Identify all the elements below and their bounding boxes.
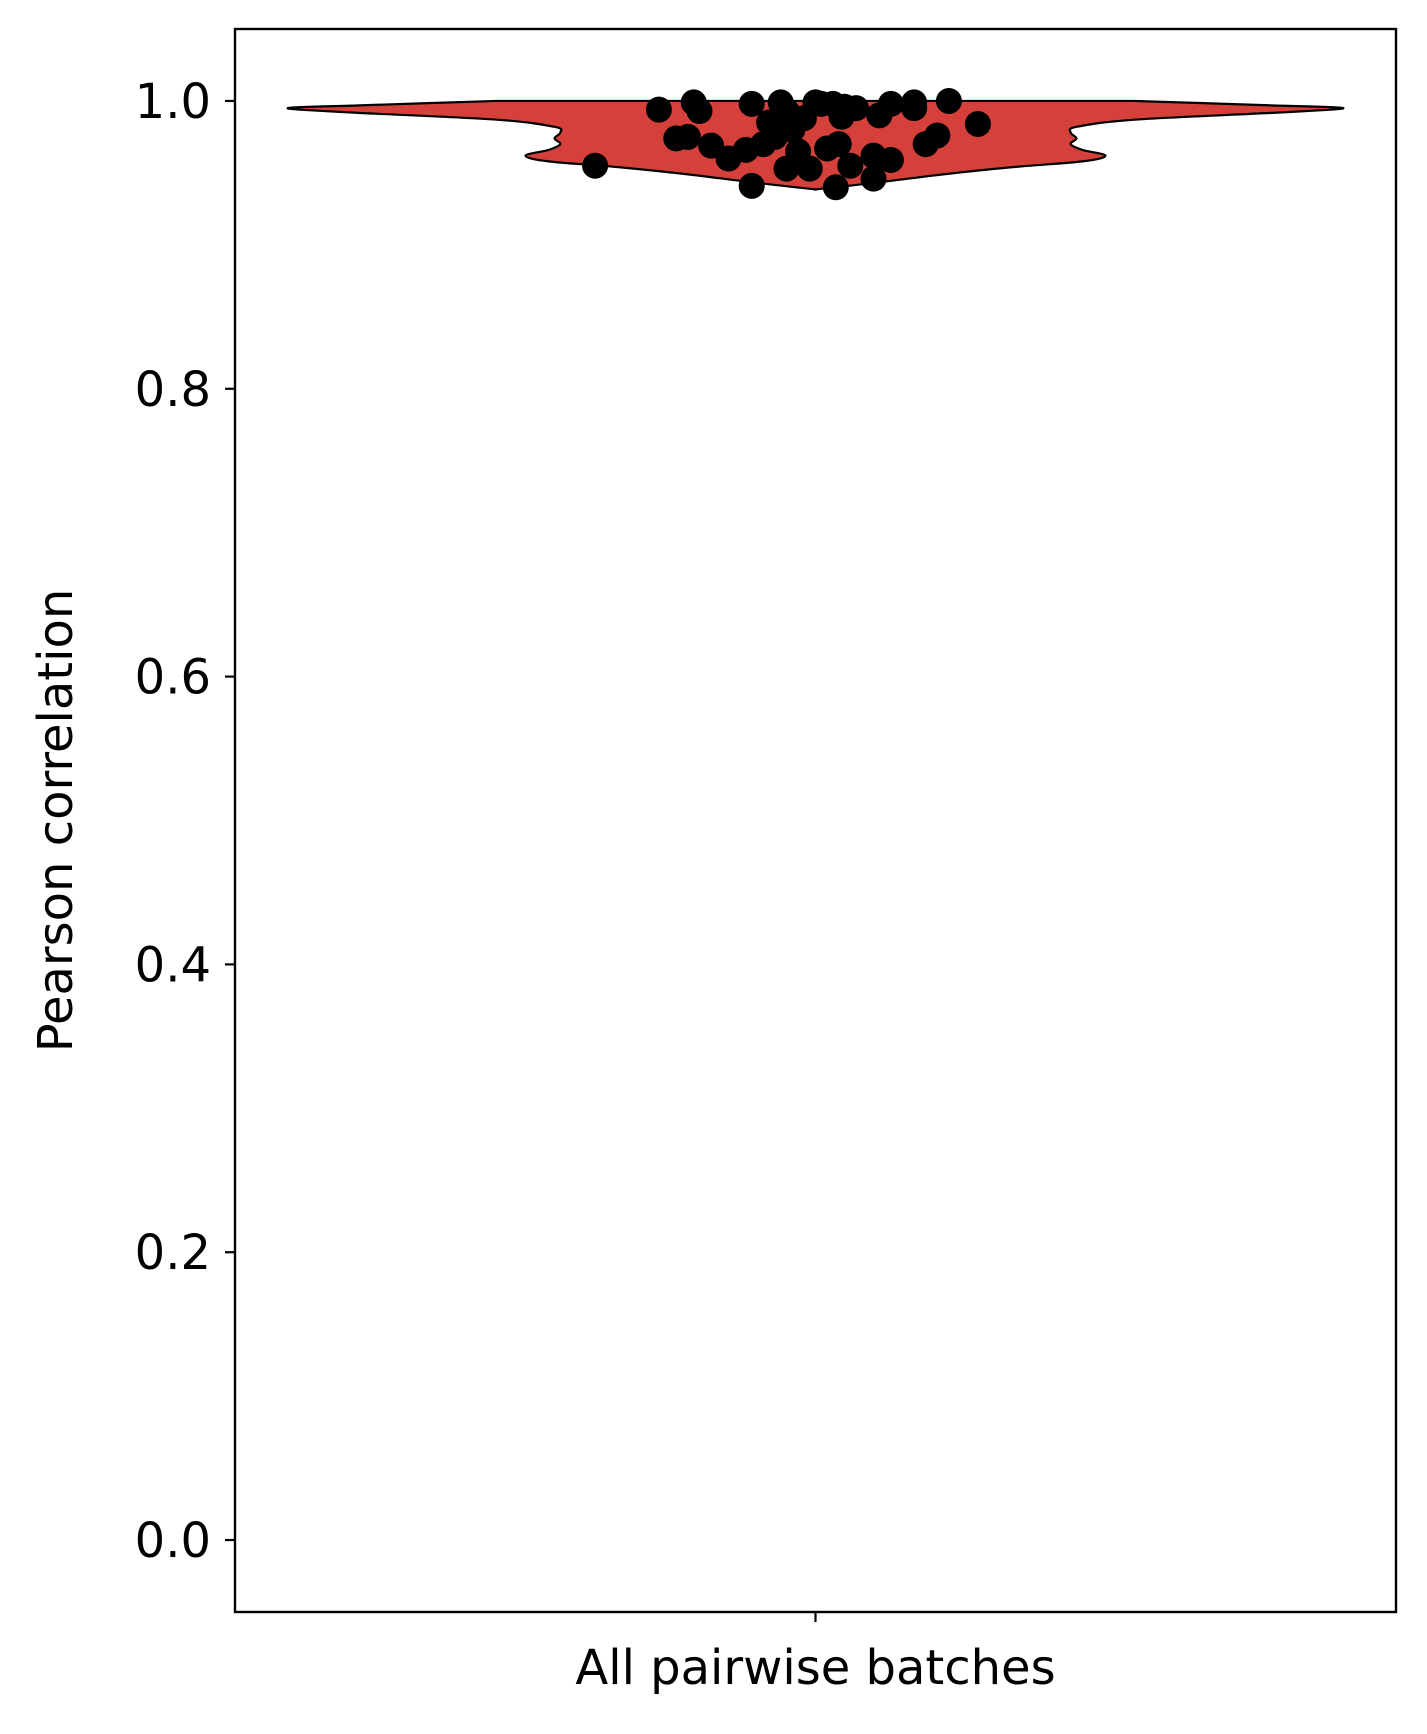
y-axis-label: Pearson correlation [28,589,84,1053]
data-point [843,95,870,122]
data-point [582,152,609,179]
data-point [796,155,823,182]
y-tick-label: 1.0 [135,74,211,130]
data-point [738,172,765,199]
data-point [877,146,904,173]
x-axis: All pairwise batches [575,1612,1056,1696]
data-point [825,131,852,158]
data-point [674,123,701,150]
data-point [837,152,864,179]
data-point [964,110,991,137]
y-tick-label: 0.6 [135,650,211,706]
x-tick-label: All pairwise batches [575,1640,1055,1696]
y-axis: 0.0 0.2 0.4 0.6 0.8 1.0 [135,74,235,1569]
data-point [738,90,765,117]
data-point [686,98,713,125]
data-point [901,89,928,116]
y-tick-label: 0.4 [135,937,211,993]
data-point [924,122,951,149]
y-tick-label: 0.2 [135,1225,211,1281]
data-point [877,90,904,117]
data-point [645,96,672,123]
plot-area [286,87,1345,201]
y-tick-label: 0.8 [135,362,211,418]
data-point [860,165,887,192]
data-point [822,174,849,201]
data-point [935,87,962,114]
y-tick-label: 0.0 [135,1513,211,1569]
